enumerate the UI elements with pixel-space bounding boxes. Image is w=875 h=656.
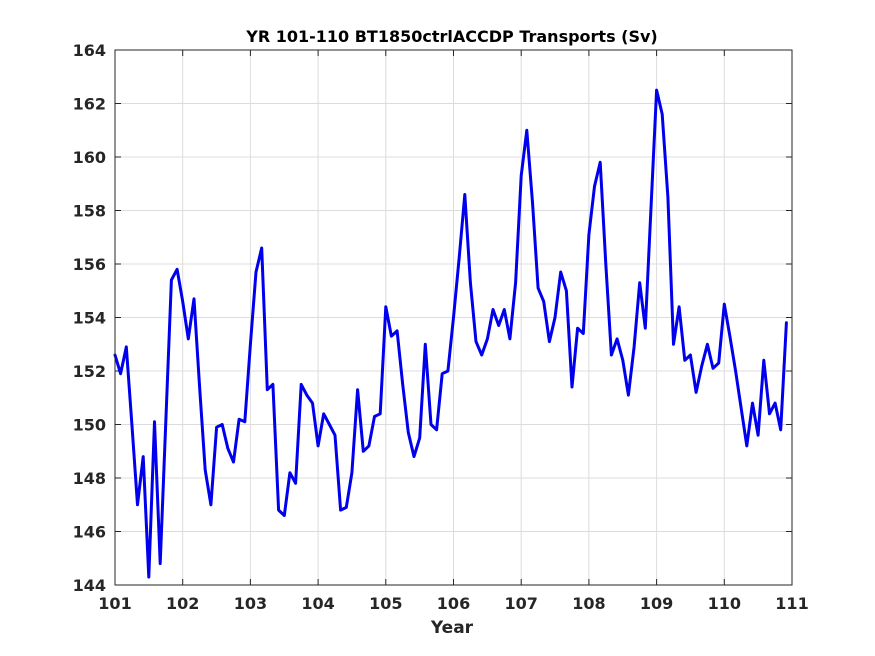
- y-tick-label: 156: [73, 255, 106, 274]
- y-tick-label: 144: [73, 576, 106, 595]
- y-tick-label: 146: [73, 523, 106, 542]
- x-tick-label: 111: [775, 594, 808, 613]
- y-tick-label: 164: [73, 41, 106, 60]
- x-tick-label: 107: [504, 594, 537, 613]
- x-tick-label: 102: [166, 594, 199, 613]
- x-tick-label: 103: [234, 594, 267, 613]
- x-tick-labels: 101 102 103 104 105 106 107 108 109 110 111: [98, 594, 808, 613]
- x-tick-label: 106: [437, 594, 470, 613]
- plot-frame: [114, 49, 793, 586]
- y-tick-label: 162: [73, 95, 106, 114]
- y-tick-label: 148: [73, 469, 106, 488]
- y-tick-label: 160: [73, 148, 106, 167]
- y-tick-label: 150: [73, 416, 106, 435]
- series-line: [113, 88, 788, 579]
- x-tick-label: 105: [369, 594, 402, 613]
- x-tick-label: 104: [301, 594, 334, 613]
- series-layer: [113, 88, 788, 579]
- x-tick-label: 101: [98, 594, 131, 613]
- chart-title: YR 101-110 BT1850ctrlACCDP Transports (S…: [245, 27, 658, 46]
- y-tick-label: 152: [73, 362, 106, 381]
- x-tick-label: 109: [640, 594, 673, 613]
- y-tick-labels: 144 146 148 150 152 154 156 158 160 162 164: [73, 41, 106, 595]
- x-tick-label: 108: [572, 594, 605, 613]
- y-tick-label: 158: [73, 202, 106, 221]
- x-axis-label: Year: [430, 618, 474, 638]
- x-tick-label: 110: [708, 594, 741, 613]
- y-tick-label: 154: [73, 309, 106, 328]
